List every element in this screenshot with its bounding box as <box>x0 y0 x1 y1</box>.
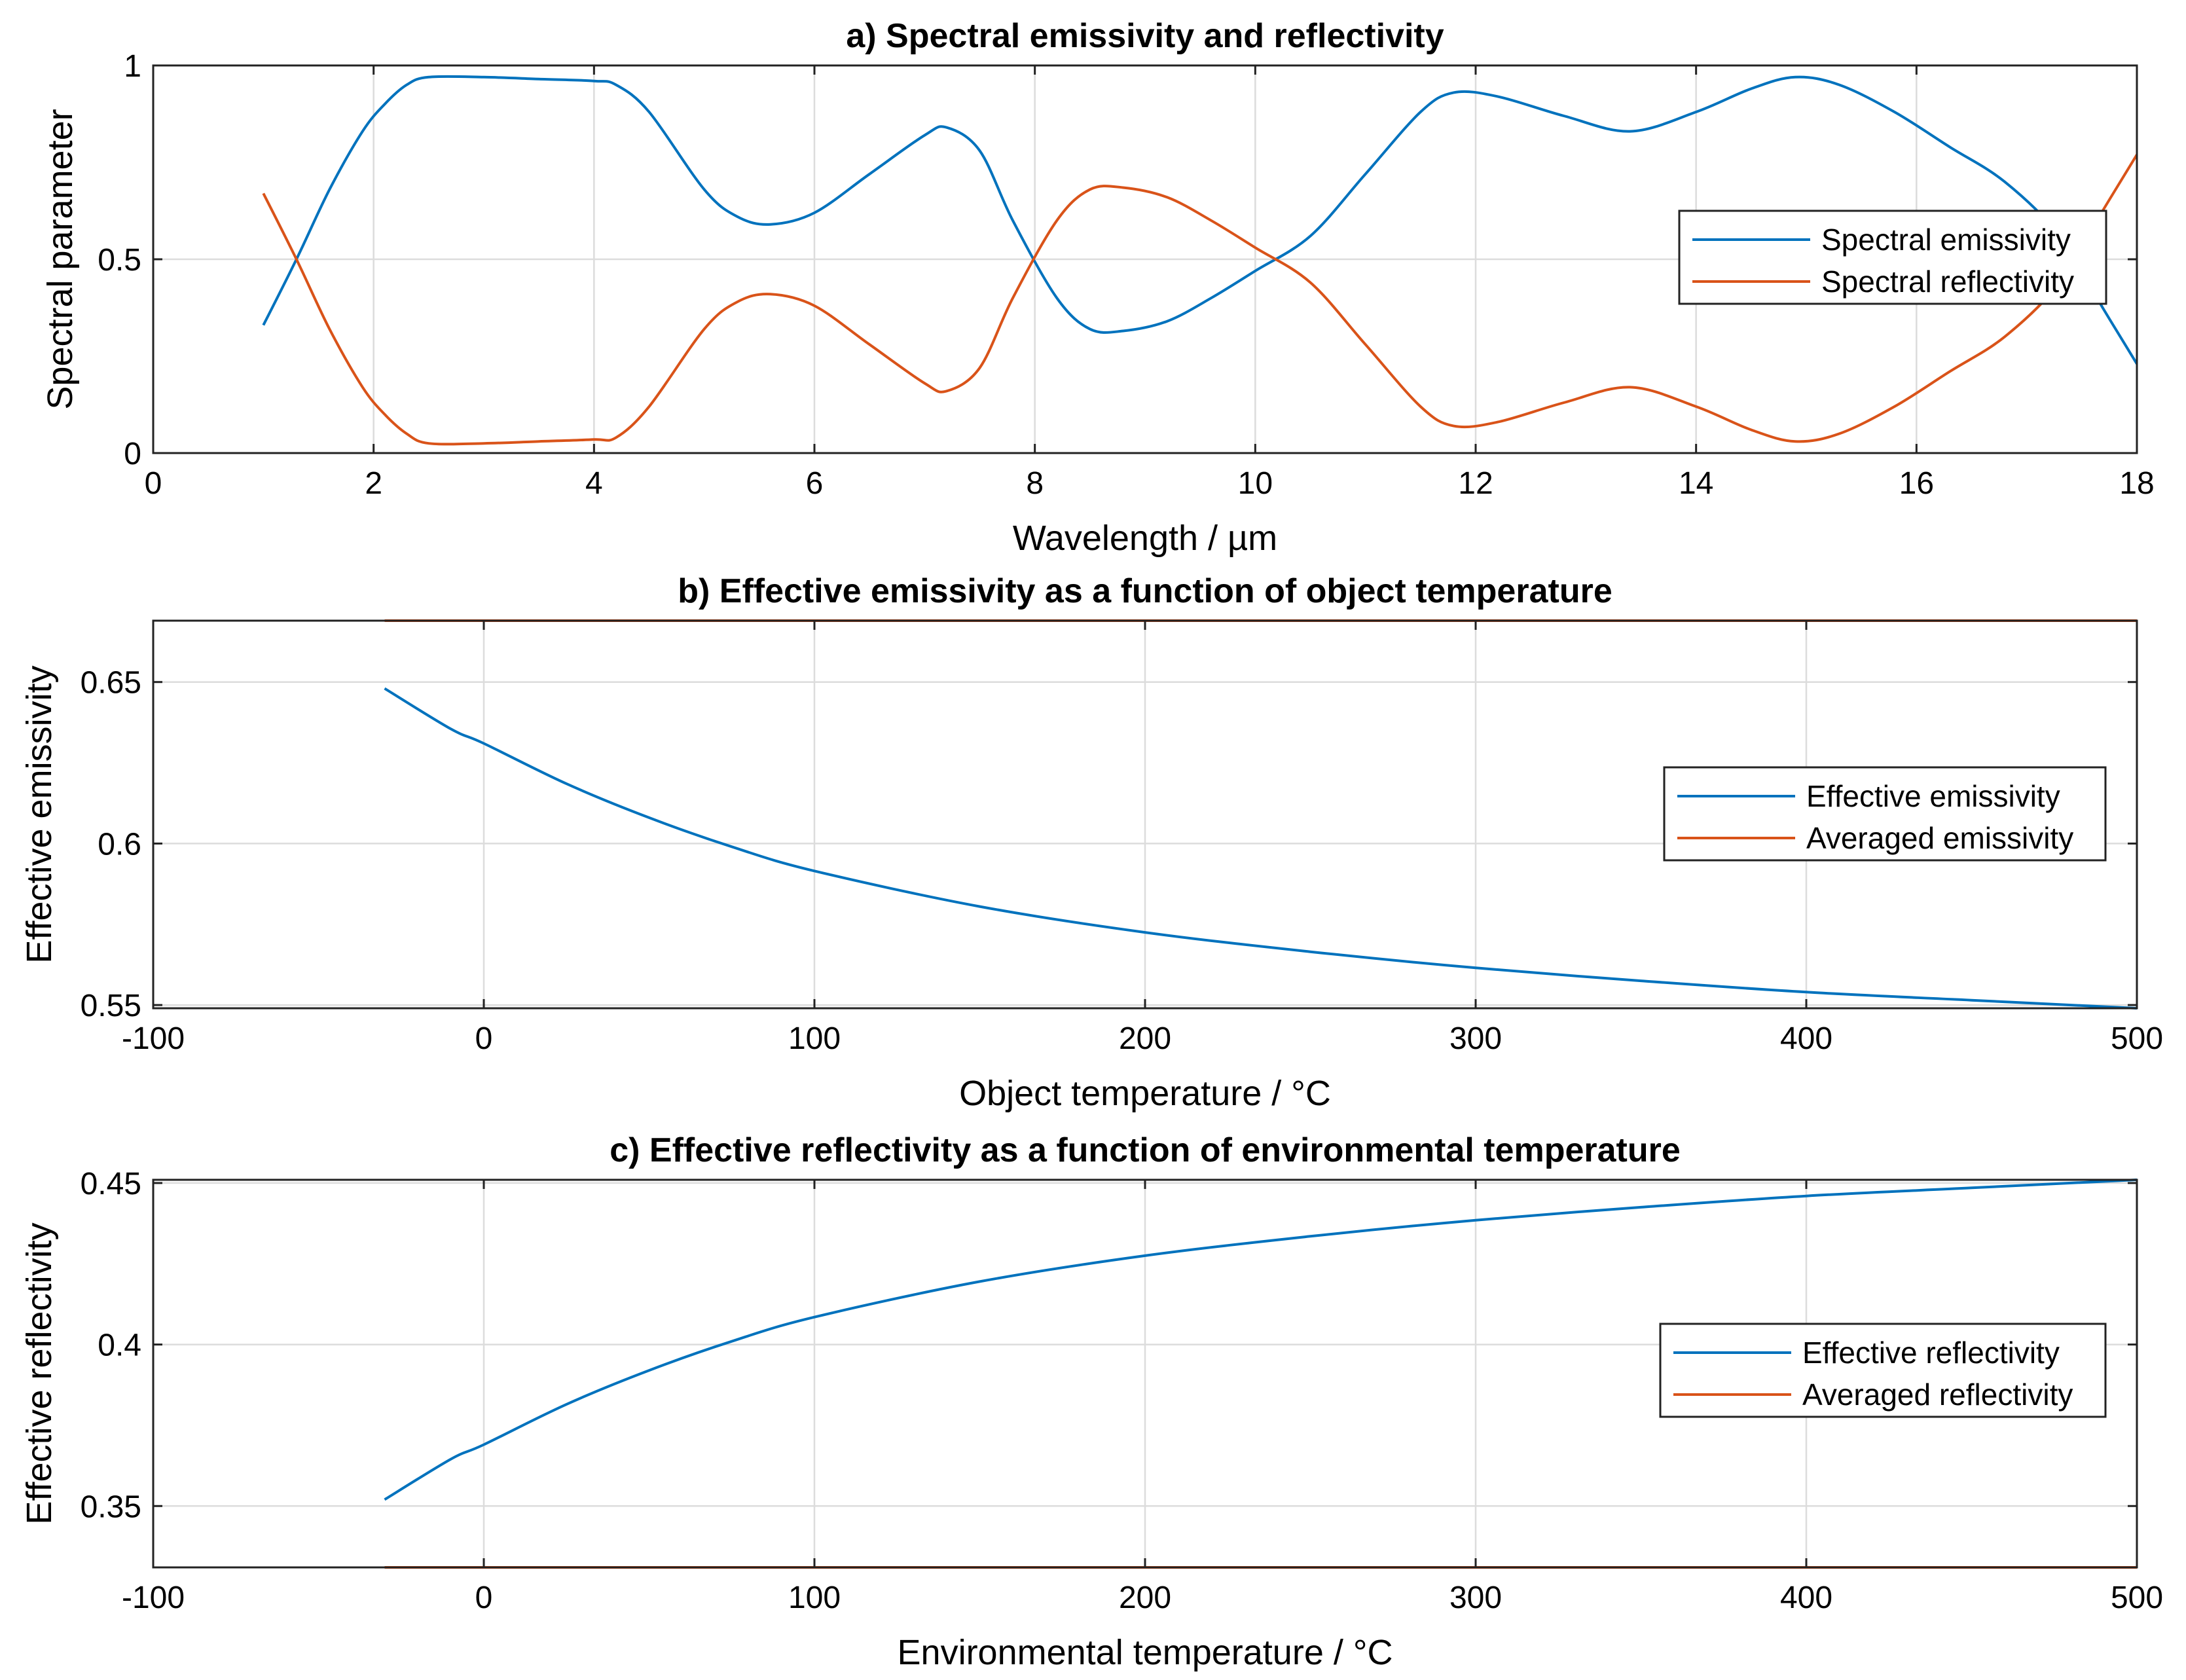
panel-a-ytick-label: 0.5 <box>98 243 141 278</box>
panel-b-legend-label-averaged: Averaged emissivity <box>1806 821 2073 855</box>
panel-c-series-effective-reflectivity <box>384 1178 2138 1501</box>
panel-b-ytick-label: 0.55 <box>81 989 141 1023</box>
panel-a-xtick-label: 14 <box>1679 466 1713 501</box>
panel-c-xtick-label: 400 <box>1780 1580 1832 1615</box>
panel-b-xlabel: Object temperature / °C <box>959 1074 1331 1113</box>
panel-a-series-spectral-emissivity <box>262 75 2138 365</box>
panel-b-xtick-label: 400 <box>1780 1021 1832 1056</box>
panel-a-series <box>262 75 2138 446</box>
panel-b-ytick-label: 0.65 <box>81 666 141 701</box>
panel-c-legend-box <box>1659 1323 2107 1418</box>
panel-c-legend-label-effective: Effective reflectivity <box>1802 1336 2060 1370</box>
panel-c-ytick-label: 0.35 <box>81 1489 141 1524</box>
panel-b-legend-label-effective: Effective emissivity <box>1806 779 2060 813</box>
panel-c-xtick-label: -100 <box>122 1580 185 1615</box>
panel-b-xtick-label: 200 <box>1119 1021 1171 1056</box>
panel-a-xlabel: Wavelength / µm <box>1013 519 1277 558</box>
panel-c-legend-label-averaged: Averaged reflectivity <box>1802 1378 2073 1412</box>
panel-a-xtick-label: 4 <box>585 466 603 501</box>
panel-b-ylabel: Effective emissivity <box>20 665 59 963</box>
panel-b-xtick-label: -100 <box>122 1021 185 1056</box>
panel-a-xtick-label: 8 <box>1026 466 1044 501</box>
panel-c-ytick-label: 0.45 <box>81 1167 141 1201</box>
panel-a-ticks: 0 2 4 6 8 10 12 14 16 18 0 0.5 1 <box>98 49 2154 501</box>
panel-c-ytick-label: 0.4 <box>98 1328 141 1363</box>
panel-a-ylabel: Spectral parameter <box>41 109 80 409</box>
panel-c-xtick-label: 100 <box>788 1580 841 1615</box>
panel-c-xtick-label: 0 <box>475 1580 493 1615</box>
panel-a-legend-box <box>1678 210 2107 305</box>
panel-a-series-spectral-reflectivity <box>262 154 2138 446</box>
panel-c-ticks: -100 0 100 200 300 400 500 0.35 0.4 0.45 <box>81 1167 2163 1615</box>
panel-a-xtick-label: 18 <box>2119 466 2154 501</box>
panel-b-ticks: -100 0 100 200 300 400 500 0.55 0.6 0.65 <box>81 621 2163 1056</box>
panel-a-xtick-label: 12 <box>1458 466 1493 501</box>
panel-a-xtick-label: 10 <box>1238 466 1273 501</box>
panel-c-xtick-label: 500 <box>2111 1580 2163 1615</box>
panel-c-title: c) Effective reflectivity as a function … <box>610 1131 1681 1169</box>
panel-b-title: b) Effective emissivity as a function of… <box>678 572 1612 610</box>
panel-a-legend: Spectral emissivity Spectral reflectivit… <box>1678 210 2107 305</box>
panel-c-xtick-label: 200 <box>1119 1580 1171 1615</box>
panel-a-xtick-label: 2 <box>365 466 382 501</box>
panel-a-xtick-label: 16 <box>1899 466 1934 501</box>
panel-reflectivity: -100 0 100 200 300 400 500 0.35 0.4 0.45 c) Effec… <box>20 1131 2163 1672</box>
panel-b-xtick-label: 100 <box>788 1021 841 1056</box>
panel-a-ytick-label: 1 <box>124 49 141 84</box>
panel-a-legend-label-emissivity: Spectral emissivity <box>1821 223 2071 257</box>
panel-a-title: a) Spectral emissivity and reflectivity <box>846 17 1444 55</box>
panel-b-legend: Effective emissivity Averaged emissivity <box>1663 766 2107 862</box>
panel-b-xtick-label: 500 <box>2111 1021 2163 1056</box>
panel-a-ytick-label: 0 <box>124 437 141 471</box>
panel-c-xtick-label: 300 <box>1449 1580 1502 1615</box>
panel-c-legend: Effective reflectivity Averaged reflecti… <box>1659 1323 2107 1418</box>
panel-b-xtick-label: 0 <box>475 1021 493 1056</box>
panel-b-series-effective-emissivity <box>384 687 2138 1010</box>
panel-b-ytick-label: 0.6 <box>98 827 141 862</box>
panel-a-legend-label-reflectivity: Spectral reflectivity <box>1821 265 2074 299</box>
panel-c-ylabel: Effective reflectivity <box>20 1222 59 1524</box>
panel-a-xtick-label: 0 <box>145 466 162 501</box>
panel-a-xtick-label: 6 <box>806 466 824 501</box>
panel-b-xtick-label: 300 <box>1449 1021 1502 1056</box>
panel-c-xlabel: Environmental temperature / °C <box>898 1633 1393 1672</box>
panel-emissivity: -100 0 100 200 300 400 500 0.55 0.6 0.65 b) Effec… <box>20 572 2163 1113</box>
panel-b-legend-box <box>1663 766 2107 862</box>
